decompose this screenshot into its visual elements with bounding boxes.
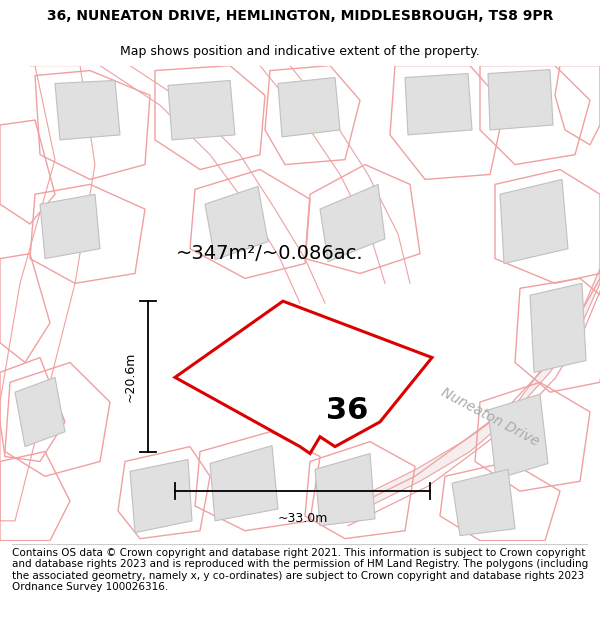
- Text: Nuneaton Drive: Nuneaton Drive: [439, 385, 541, 449]
- Polygon shape: [210, 446, 278, 521]
- Text: 36, NUNEATON DRIVE, HEMLINGTON, MIDDLESBROUGH, TS8 9PR: 36, NUNEATON DRIVE, HEMLINGTON, MIDDLESB…: [47, 9, 553, 23]
- Polygon shape: [40, 194, 100, 259]
- Polygon shape: [488, 394, 548, 479]
- Polygon shape: [500, 179, 568, 264]
- Text: ~347m²/~0.086ac.: ~347m²/~0.086ac.: [176, 244, 364, 263]
- Polygon shape: [130, 459, 192, 532]
- Polygon shape: [15, 378, 65, 447]
- Text: Map shows position and indicative extent of the property.: Map shows position and indicative extent…: [120, 45, 480, 58]
- Polygon shape: [168, 81, 235, 140]
- Polygon shape: [320, 184, 385, 261]
- Text: 36: 36: [326, 396, 368, 424]
- Polygon shape: [205, 186, 268, 259]
- Polygon shape: [488, 69, 553, 130]
- Polygon shape: [336, 269, 600, 521]
- Polygon shape: [452, 469, 515, 536]
- Polygon shape: [175, 301, 432, 454]
- Polygon shape: [55, 81, 120, 140]
- Polygon shape: [278, 78, 340, 137]
- Polygon shape: [530, 283, 586, 372]
- Polygon shape: [315, 454, 375, 526]
- Text: Contains OS data © Crown copyright and database right 2021. This information is : Contains OS data © Crown copyright and d…: [12, 548, 588, 592]
- Polygon shape: [405, 74, 472, 135]
- Text: ~33.0m: ~33.0m: [277, 512, 328, 526]
- Text: ~20.6m: ~20.6m: [124, 351, 137, 401]
